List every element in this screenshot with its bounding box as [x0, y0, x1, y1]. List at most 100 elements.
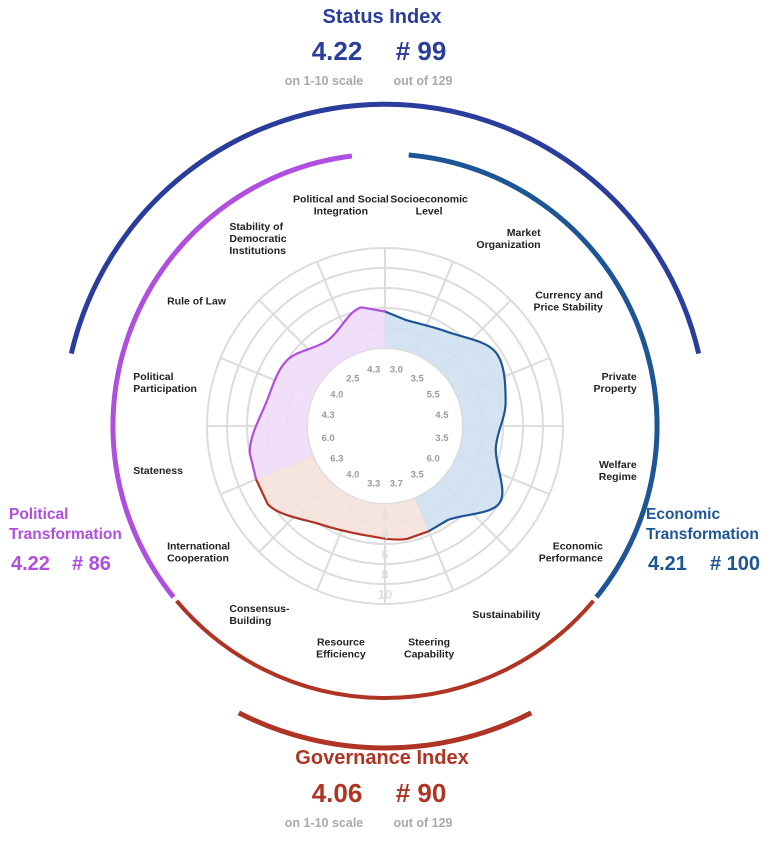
economic-transformation-title: Economic Transformation	[646, 505, 759, 545]
value-label: 3.5	[411, 470, 425, 481]
governance-index-rank-caption: out of 129	[393, 816, 453, 830]
category-label-line: Building	[229, 615, 271, 627]
political-transformation-title-line2: Transformation	[9, 526, 122, 543]
category-label: Steering Capability	[404, 637, 454, 661]
radar-category-labels: Socioeconomic Level Market Organization Curr…	[133, 193, 637, 660]
category-label-line: Welfare	[599, 459, 637, 471]
economic-line	[384, 310, 507, 533]
category-label: Socioeconomic Level	[390, 193, 468, 217]
category-label-line: Price Stability	[533, 301, 603, 313]
category-label-line: Stability of	[229, 221, 283, 233]
governance-index-score: 4.06	[311, 778, 363, 808]
value-label: 6.0	[321, 433, 334, 444]
economic-transformation-arc	[408, 152, 660, 599]
category-label: Sustainability	[472, 609, 540, 621]
governance-index-score-caption: on 1-10 scale	[284, 816, 364, 830]
political-transformation-rank: # 86	[72, 553, 111, 575]
status-index-score: 4.22	[311, 36, 363, 66]
status-index-title: Status Index	[322, 6, 442, 28]
category-label-line: Performance	[539, 553, 603, 565]
category-label-line: Property	[594, 383, 637, 395]
grid-ring	[306, 347, 464, 505]
category-label: Stateness	[133, 465, 183, 477]
category-label-line: Regime	[599, 471, 637, 483]
category-label-line: Capability	[404, 649, 454, 661]
political-transformation-arc	[110, 153, 353, 599]
outer-arcs	[68, 101, 702, 751]
category-label-line: Economic	[553, 541, 603, 553]
category-label-line: International	[167, 541, 230, 553]
radar-scale-labels: 2 4 6 8 10	[378, 507, 392, 602]
category-label-line: Consensus-	[229, 603, 290, 615]
category-label-line: Efficiency	[316, 649, 366, 661]
value-label: 4.0	[330, 389, 343, 400]
economic-transformation-rank: # 100	[710, 553, 761, 575]
scale-label: 2	[381, 507, 388, 522]
category-label-line: Steering	[408, 637, 450, 649]
category-label-line: Level	[416, 205, 443, 217]
category-label-line: Political	[133, 371, 173, 383]
category-label: Consensus-Building	[229, 603, 290, 627]
value-label: 4.3	[321, 410, 334, 421]
political-transformation-title: Political Transformation	[9, 505, 122, 545]
category-label: Stability of Democratic Institutions	[229, 221, 286, 257]
category-label: Economic Performance	[539, 541, 603, 565]
category-label: Market Organization	[476, 227, 541, 251]
category-label-line: Participation	[133, 383, 197, 395]
political-line	[248, 306, 386, 480]
value-label: 3.5	[411, 373, 425, 384]
status-index-arc	[68, 101, 702, 355]
category-label-line: Cooperation	[167, 553, 229, 565]
category-label: International Cooperation	[167, 541, 230, 565]
status-index-rank: # 99	[395, 36, 447, 66]
category-label-line: Currency and	[535, 289, 603, 301]
category-label-line: Integration	[314, 205, 368, 217]
economic-transformation-title-line2: Transformation	[646, 526, 759, 543]
value-label: 3.3	[367, 478, 380, 489]
political-area	[249, 307, 385, 480]
value-label: 4.0	[346, 470, 359, 481]
category-label-line: Sustainability	[472, 609, 540, 621]
category-label-line: Political and Social	[293, 193, 389, 205]
economic-transformation-title-line1: Economic	[646, 506, 721, 523]
category-label-line: Resource	[317, 637, 365, 649]
radar-value-labels: 3.03.55.54.53.56.03.53.73.34.06.36.04.34…	[321, 365, 449, 490]
scale-label: 10	[378, 587, 392, 602]
economic-area	[385, 311, 506, 532]
category-label: Welfare Regime	[599, 459, 637, 483]
category-label: Political and Social Integration	[293, 193, 389, 217]
category-label-line: Institutions	[229, 245, 286, 257]
value-label: 2.5	[346, 373, 360, 384]
status-index-rank-caption: out of 129	[393, 74, 453, 88]
scale-label: 6	[381, 547, 388, 562]
value-label: 3.7	[390, 478, 403, 489]
category-label-line: Private	[602, 371, 637, 383]
economic-transformation-score: 4.21	[648, 553, 687, 575]
political-transformation-score: 4.22	[11, 553, 50, 575]
category-label: Currency and Price Stability	[533, 289, 603, 313]
category-label-line: Market	[507, 227, 541, 239]
value-label: 3.5	[435, 433, 449, 444]
governance-index-rank: # 90	[395, 778, 447, 808]
category-label-line: Democratic	[229, 233, 286, 245]
scale-label: 8	[381, 567, 388, 582]
scale-label: 4	[381, 527, 389, 542]
governance-line	[255, 478, 429, 541]
category-label: Private Property	[594, 371, 637, 395]
value-label: 5.5	[427, 389, 441, 400]
governance-index-title: Governance Index	[295, 747, 469, 769]
governance-index-arc	[237, 710, 533, 751]
category-label-line: Stateness	[133, 465, 183, 477]
value-label: 4.3	[367, 365, 380, 376]
political-transformation-title-line1: Political	[9, 506, 69, 523]
radar-fills	[249, 307, 506, 540]
category-label: Rule of Law	[167, 295, 227, 307]
category-label: Political Participation	[133, 371, 197, 395]
category-label-line: Organization	[476, 239, 540, 251]
value-label: 3.0	[390, 365, 403, 376]
value-label: 4.5	[435, 410, 449, 421]
value-label: 6.3	[330, 454, 343, 465]
category-label-line: Socioeconomic	[390, 193, 468, 205]
governance-inner-arc	[175, 599, 595, 700]
